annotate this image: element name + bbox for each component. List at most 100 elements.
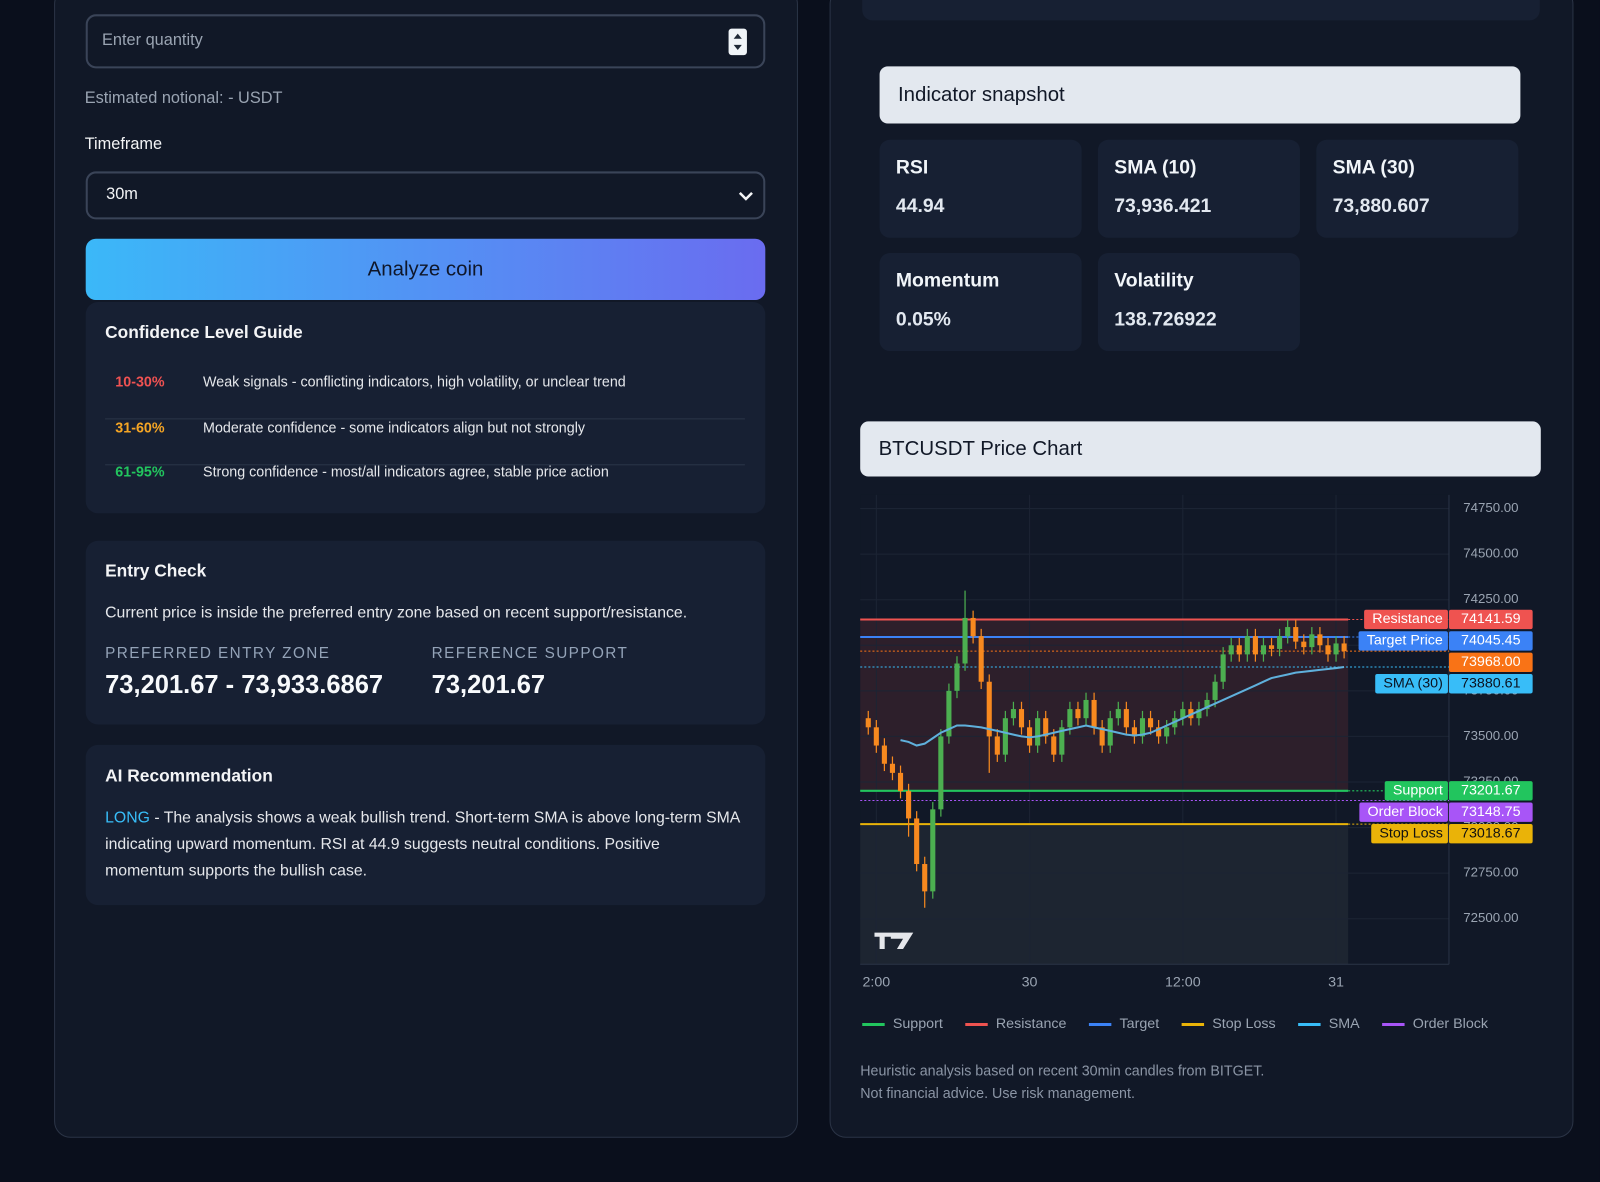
price-tag: 74045.45 Target Price: [1358, 631, 1533, 651]
candle-body: [906, 791, 912, 819]
x-tick-label: 30: [1022, 974, 1038, 990]
candle-body: [1244, 636, 1250, 655]
x-tick-label: 31: [1328, 974, 1344, 990]
confidence-description: Weak signals - conflicting indicators, h…: [203, 373, 626, 390]
candle-body: [962, 617, 968, 664]
quantity-input[interactable]: Enter quantity: [85, 14, 766, 69]
indicator-label: RSI: [895, 157, 929, 179]
candle-body: [1317, 634, 1323, 646]
price-tag: 73968.00: [1448, 652, 1533, 673]
candle-body: [1212, 681, 1218, 700]
legend-label: Stop Loss: [1212, 1016, 1275, 1032]
price-tag: 74141.59 Resistance: [1364, 609, 1533, 630]
estimated-notional: Estimated notional: - USDT: [84, 89, 283, 108]
y-tick-label: 72500.00: [1463, 910, 1518, 925]
indicator-card: SMA (30) 73,880.607: [1316, 139, 1519, 238]
indicator-value: 73,936.421: [1114, 195, 1212, 218]
entry-check-card: Entry Check Current price is inside the …: [85, 540, 766, 725]
price-tag-value-bg: [1448, 652, 1533, 673]
analyze-button[interactable]: Analyze coin: [85, 238, 766, 300]
entry-check-message: Current price is inside the preferred en…: [105, 604, 688, 622]
confidence-guide-title: Confidence Level Guide: [105, 322, 303, 342]
price-tag-value: 73968.00: [1461, 654, 1521, 670]
candle-body: [1131, 727, 1137, 737]
candle-body: [1252, 636, 1258, 655]
price-tag-value-bg: [1448, 781, 1533, 801]
candle-body: [1228, 645, 1234, 655]
candle-body: [1325, 645, 1331, 655]
y-tick-label: 72750.00: [1463, 865, 1518, 880]
price-tag: 73018.67 Stop Loss: [1371, 823, 1533, 844]
candle-body: [946, 690, 952, 737]
indicator-card: Momentum 0.05%: [879, 253, 1082, 352]
timeframe-label: Timeframe: [84, 135, 163, 154]
indicator-card: Volatility 138.726922: [1097, 253, 1300, 352]
y-tick-label: 74500.00: [1463, 546, 1518, 561]
confidence-range: 31-60%: [115, 419, 165, 436]
entry-check-title: Entry Check: [105, 561, 207, 581]
candle-body: [930, 809, 936, 892]
confidence-row: 61-95% Strong confidence - most/all indi…: [105, 463, 745, 508]
ai-recommendation-card: AI Recommendation LONG - The analysis sh…: [85, 744, 766, 906]
legend-label: Target: [1120, 1016, 1160, 1032]
indicator-label: SMA (30): [1332, 157, 1415, 179]
price-tag-name-bg: [1364, 609, 1448, 630]
candle-body: [1180, 709, 1186, 719]
candle-body: [1164, 727, 1170, 737]
candle-body: [873, 727, 879, 746]
candle-body: [1236, 645, 1242, 655]
candle-body: [1091, 699, 1097, 728]
candle-body: [1204, 699, 1210, 710]
candle-body: [1333, 643, 1339, 655]
candle-body: [1083, 699, 1089, 719]
candle-body: [1002, 718, 1008, 755]
price-tag: 73148.75 Order Block: [1359, 802, 1533, 822]
candle-body: [1341, 643, 1347, 652]
quantity-placeholder: Enter quantity: [102, 31, 203, 49]
price-tag-name: Target Price: [1367, 633, 1443, 649]
candle-body: [881, 745, 887, 764]
candle-body: [994, 736, 1000, 755]
preferred-zone-label: PREFERRED ENTRY ZONE: [105, 644, 331, 663]
price-tag-value: 74045.45: [1461, 633, 1521, 649]
price-tag-name-bg: [1359, 802, 1448, 822]
price-tag-value: 73018.67: [1461, 825, 1521, 841]
candle-body: [1043, 718, 1049, 737]
reference-support-value: 73,201.67: [431, 670, 546, 699]
number-spinner[interactable]: [728, 28, 747, 56]
ai-explanation: - The analysis shows a weak bullish tren…: [105, 809, 740, 880]
ai-recommendation-text: LONG - The analysis shows a weak bullish…: [105, 805, 743, 885]
candle-body: [954, 663, 960, 691]
candle-body: [865, 718, 871, 728]
price-tag-name-bg: [1358, 631, 1448, 651]
tradingview-logo: [874, 932, 914, 949]
candle-body: [938, 736, 944, 810]
price-tag-name: SMA (30): [1383, 676, 1442, 692]
indicator-label: Momentum: [895, 270, 1000, 292]
candle-body: [914, 818, 920, 865]
price-tag-value: 73201.67: [1461, 783, 1521, 799]
price-tag-name: Stop Loss: [1379, 825, 1442, 841]
candle-body: [1147, 718, 1154, 728]
price-tag-name-bg: [1371, 823, 1448, 844]
reference-support-label: REFERENCE SUPPORT: [431, 644, 629, 663]
y-tick-label: 74750.00: [1463, 500, 1518, 515]
candle-body: [1010, 709, 1016, 719]
ai-recommendation-title: AI Recommendation: [105, 766, 273, 786]
price-tag: 73880.61 SMA (30): [1375, 674, 1533, 694]
candle-body: [1115, 709, 1121, 719]
price-tag-value: 73880.61: [1461, 676, 1521, 692]
candle-body: [1285, 627, 1291, 637]
legend-label: Support: [893, 1016, 943, 1032]
candle-body: [1099, 727, 1105, 746]
x-tick-label: 12:00: [1165, 974, 1201, 990]
indicator-label: Volatility: [1114, 270, 1194, 292]
price-tag-value-bg: [1448, 609, 1533, 630]
timeframe-select[interactable]: 30m: [85, 171, 766, 220]
candle-body: [986, 681, 992, 737]
price-tag-name-bg: [1384, 781, 1448, 801]
